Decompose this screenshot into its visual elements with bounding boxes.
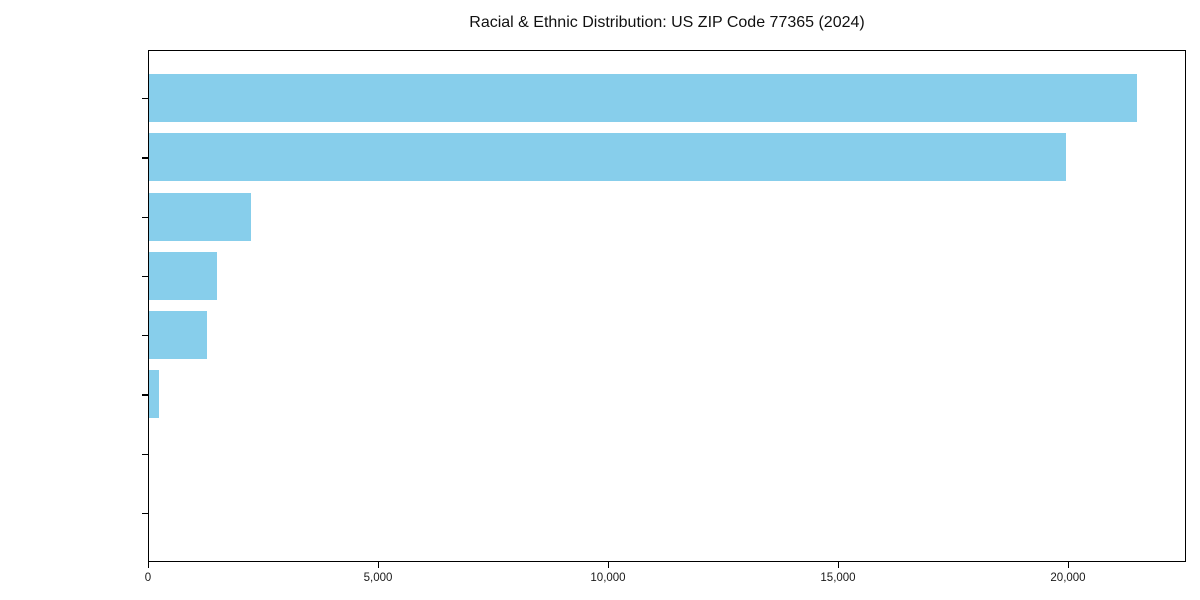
bar <box>148 251 217 300</box>
x-tick-mark <box>838 562 840 568</box>
y-tick-mark <box>142 453 148 455</box>
y-tick-mark <box>142 157 148 159</box>
bar <box>148 74 1137 122</box>
x-axis-label: 10,000 <box>590 572 626 584</box>
y-tick-mark <box>142 335 148 337</box>
x-tick-mark <box>378 562 380 568</box>
bar <box>148 133 1066 182</box>
x-axis-label: 5,000 <box>363 572 393 584</box>
plot-area <box>148 50 1186 562</box>
bar <box>148 311 208 360</box>
x-tick-mark <box>608 562 610 568</box>
x-axis-label: 0 <box>144 572 152 584</box>
x-axis-label: 15,000 <box>820 572 856 584</box>
x-tick-mark <box>148 562 150 568</box>
y-tick-mark <box>142 394 148 396</box>
x-tick-mark <box>1068 562 1070 568</box>
y-tick-mark <box>142 275 148 278</box>
bar <box>148 370 159 419</box>
x-axis-label: 20,000 <box>1050 572 1086 584</box>
y-tick-mark <box>142 98 148 100</box>
bar <box>148 192 251 241</box>
y-tick-mark <box>142 513 148 515</box>
y-tick-mark <box>142 216 148 218</box>
chart-title: Racial & Ethnic Distribution: US ZIP Cod… <box>469 14 865 31</box>
